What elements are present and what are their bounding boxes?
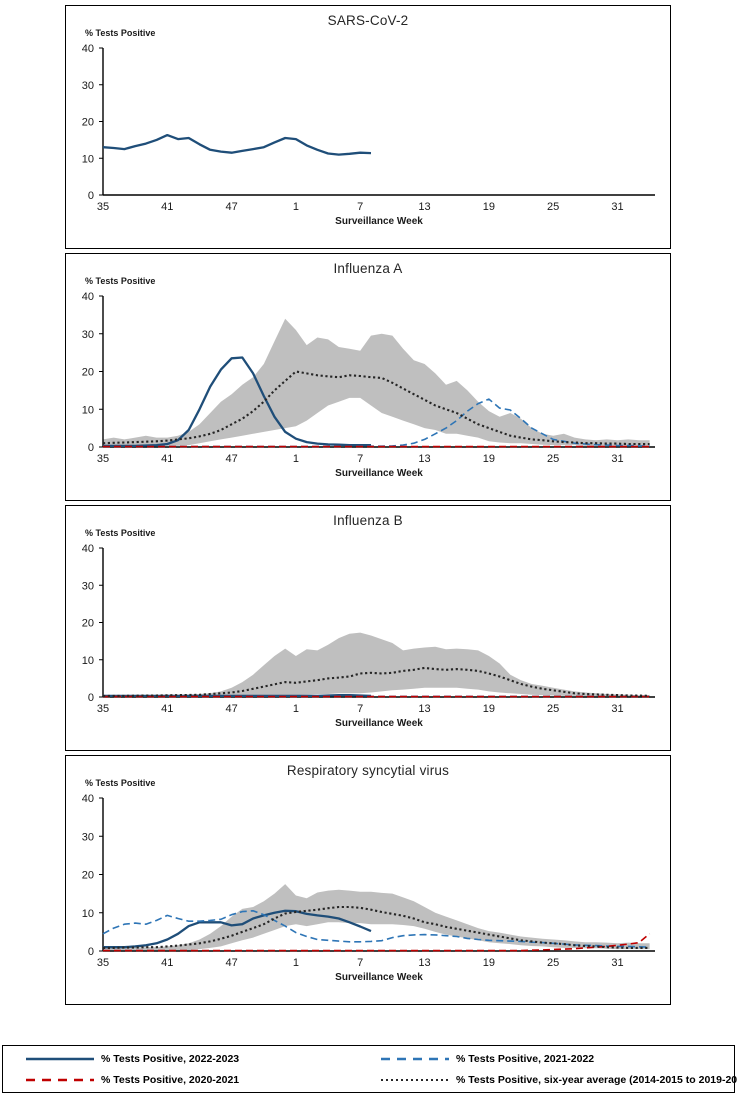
legend-label: % Tests Positive, 2020-2021 bbox=[101, 1073, 240, 1086]
legend-item-2020-2021: % Tests Positive, 2020-2021 bbox=[25, 1074, 380, 1086]
svg-text:1: 1 bbox=[293, 703, 299, 715]
svg-text:10: 10 bbox=[82, 404, 94, 416]
dotted-line-sample bbox=[381, 1078, 449, 1081]
svg-text:47: 47 bbox=[225, 201, 237, 213]
rsv-chart-svg: 0 10 20 30 40 35 41 47 1 7 13 19 25 31 Surveillance We… bbox=[82, 793, 655, 983]
chart-title: SARS-CoV-2 bbox=[327, 13, 409, 28]
svg-text:Surveillance Week: Surveillance Week bbox=[335, 216, 423, 227]
svg-text:13: 13 bbox=[418, 703, 430, 715]
legend-item-2021-2022: % Tests Positive, 2021-2022 bbox=[380, 1053, 737, 1065]
influenza-b-chart-svg: 0 10 20 30 40 35 41 47 1 7 13 19 25 31 Surveillance We… bbox=[82, 543, 655, 729]
svg-text:1: 1 bbox=[293, 957, 299, 969]
svg-text:Surveillance Week: Surveillance Week bbox=[335, 972, 423, 983]
legend-box: % Tests Positive, 2022-2023 % Tests Posi… bbox=[2, 1045, 737, 1093]
svg-text:13: 13 bbox=[418, 453, 430, 465]
chart-stack: 0 10 20 30 40 35 41 47 1 7 13 19 25 31 Surveillance We… bbox=[65, 5, 671, 1009]
svg-text:30: 30 bbox=[82, 580, 94, 592]
svg-text:19: 19 bbox=[483, 201, 495, 213]
legend-item-2022-2023: % Tests Positive, 2022-2023 bbox=[25, 1053, 380, 1065]
panel-influenza-b: 0 10 20 30 40 35 41 47 1 7 13 19 25 31 Surveillance We… bbox=[65, 505, 671, 751]
panel-rsv: 0 10 20 30 40 35 41 47 1 7 13 19 25 31 Surveillance We… bbox=[65, 755, 671, 1005]
svg-text:41: 41 bbox=[161, 453, 173, 465]
dashed-line-sample bbox=[381, 1057, 449, 1060]
dashed-line-sample bbox=[26, 1078, 94, 1081]
chart-title: Influenza A bbox=[333, 261, 403, 276]
panel-sars-cov-2: 0 10 20 30 40 35 41 47 1 7 13 19 25 31 Surveillance We… bbox=[65, 5, 671, 249]
sars-cov-2-chart-svg: 0 10 20 30 40 35 41 47 1 7 13 19 25 31 Surveillance We… bbox=[82, 43, 655, 227]
y-axis-label: % Tests Positive bbox=[85, 778, 156, 788]
svg-text:31: 31 bbox=[611, 957, 623, 969]
svg-text:40: 40 bbox=[82, 43, 94, 55]
svg-text:30: 30 bbox=[82, 329, 94, 341]
legend-label: % Tests Positive, 2021-2022 bbox=[456, 1052, 595, 1065]
svg-text:0: 0 bbox=[88, 442, 94, 454]
svg-text:0: 0 bbox=[88, 692, 94, 704]
svg-text:19: 19 bbox=[483, 703, 495, 715]
svg-text:10: 10 bbox=[82, 655, 94, 667]
svg-text:0: 0 bbox=[88, 190, 94, 202]
svg-text:31: 31 bbox=[611, 703, 623, 715]
svg-text:Surveillance Week: Surveillance Week bbox=[335, 468, 423, 479]
svg-text:41: 41 bbox=[161, 703, 173, 715]
legend-item-six-year-average: % Tests Positive, six-year average (2014… bbox=[380, 1074, 737, 1086]
svg-text:Surveillance Week: Surveillance Week bbox=[335, 718, 423, 729]
svg-text:25: 25 bbox=[547, 957, 559, 969]
svg-text:1: 1 bbox=[293, 453, 299, 465]
chart-title: Respiratory syncytial virus bbox=[286, 763, 450, 778]
svg-text:31: 31 bbox=[611, 453, 623, 465]
svg-text:30: 30 bbox=[82, 831, 94, 843]
svg-text:20: 20 bbox=[82, 870, 94, 882]
solid-line-sample bbox=[26, 1057, 94, 1060]
svg-text:35: 35 bbox=[97, 957, 109, 969]
svg-text:7: 7 bbox=[357, 957, 363, 969]
svg-text:25: 25 bbox=[547, 201, 559, 213]
svg-text:35: 35 bbox=[97, 453, 109, 465]
svg-text:25: 25 bbox=[547, 453, 559, 465]
svg-text:47: 47 bbox=[225, 957, 237, 969]
svg-text:19: 19 bbox=[483, 453, 495, 465]
svg-text:40: 40 bbox=[82, 291, 94, 303]
svg-text:47: 47 bbox=[225, 453, 237, 465]
svg-text:35: 35 bbox=[97, 703, 109, 715]
legend-label: % Tests Positive, six-year average (2014… bbox=[456, 1073, 737, 1086]
svg-text:10: 10 bbox=[82, 153, 94, 165]
svg-text:35: 35 bbox=[97, 201, 109, 213]
panel-influenza-a: 0 10 20 30 40 35 41 47 1 7 13 19 25 31 Surveillance We… bbox=[65, 253, 671, 501]
svg-text:20: 20 bbox=[82, 117, 94, 129]
svg-text:10: 10 bbox=[82, 908, 94, 920]
svg-text:41: 41 bbox=[161, 957, 173, 969]
svg-text:20: 20 bbox=[82, 367, 94, 379]
svg-text:40: 40 bbox=[82, 793, 94, 805]
svg-text:19: 19 bbox=[483, 957, 495, 969]
influenza-a-chart-svg: 0 10 20 30 40 35 41 47 1 7 13 19 25 31 Surveillance We… bbox=[82, 291, 655, 479]
y-axis-label: % Tests Positive bbox=[85, 276, 156, 286]
svg-text:41: 41 bbox=[161, 201, 173, 213]
svg-text:20: 20 bbox=[82, 618, 94, 630]
svg-text:30: 30 bbox=[82, 80, 94, 92]
svg-text:31: 31 bbox=[611, 201, 623, 213]
svg-text:7: 7 bbox=[357, 201, 363, 213]
svg-text:13: 13 bbox=[418, 201, 430, 213]
svg-text:7: 7 bbox=[357, 703, 363, 715]
y-axis-label: % Tests Positive bbox=[85, 28, 156, 38]
svg-text:1: 1 bbox=[293, 201, 299, 213]
svg-text:40: 40 bbox=[82, 543, 94, 555]
svg-text:0: 0 bbox=[88, 946, 94, 958]
svg-text:47: 47 bbox=[225, 703, 237, 715]
chart-title: Influenza B bbox=[333, 513, 403, 528]
legend-label: % Tests Positive, 2022-2023 bbox=[101, 1052, 240, 1065]
svg-text:13: 13 bbox=[418, 957, 430, 969]
y-axis-label: % Tests Positive bbox=[85, 528, 156, 538]
svg-text:25: 25 bbox=[547, 703, 559, 715]
svg-text:7: 7 bbox=[357, 453, 363, 465]
